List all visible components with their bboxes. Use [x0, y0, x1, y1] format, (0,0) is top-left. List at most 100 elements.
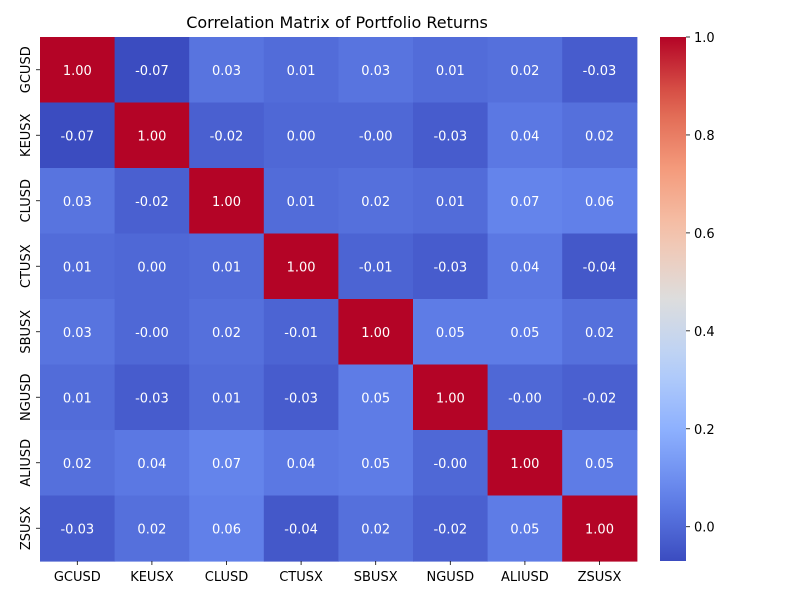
heatmap-cell [487, 233, 563, 300]
x-axis: GCUSD KEUSX CLUSD CTUSX SBUSX NGUSD ALIUSD ZSUS… [54, 561, 622, 585]
cell-value-label: -0.03 [433, 129, 467, 144]
y-tick-label: ALIUSD [19, 439, 34, 487]
heatmap-cell [114, 168, 190, 235]
cell-value-label: 0.06 [212, 522, 241, 537]
cell-value-label: -0.04 [284, 522, 318, 537]
cell-value-label: 0.05 [585, 457, 614, 472]
cell-value-label: 0.02 [63, 457, 92, 472]
y-axis: GCUSD KEUSX CLUSD CTUSX SBUSX NGUSD ALIUSD ZSUS… [19, 46, 40, 550]
heatmap-cell [413, 37, 489, 104]
colorbar-tick-label: 0.2 [694, 423, 715, 438]
cell-value-label: 0.01 [212, 391, 241, 406]
heatmap-cell [189, 37, 265, 104]
cell-value-label: 1.00 [287, 260, 316, 275]
colorbar-gradient [660, 37, 686, 561]
heatmap-cell [189, 299, 265, 366]
cell-value-label: -0.00 [508, 391, 542, 406]
cell-value-label: 0.01 [63, 391, 92, 406]
cell-value-label: -0.01 [284, 326, 318, 341]
heatmap-cell [562, 299, 638, 366]
cell-value-label: 1.00 [510, 457, 539, 472]
heatmap-cell [487, 495, 563, 562]
heatmap-cell [263, 430, 339, 497]
heatmap-cell [189, 102, 265, 169]
cell-value-label: -0.00 [433, 457, 467, 472]
cell-value-label: 0.04 [510, 129, 539, 144]
heatmap-cell [562, 37, 638, 104]
heatmap-cell [562, 495, 638, 562]
cell-value-label: 0.01 [436, 64, 465, 79]
cell-value-label: 1.00 [212, 195, 241, 210]
colorbar-tick-label: 0.8 [694, 129, 715, 144]
heatmap-value-labels: 1.00 -0.07 0.03 0.01 0.03 0.01 0.02 -0.03 -0.07 1… [60, 64, 616, 538]
heatmap-cell [487, 168, 563, 235]
heatmap-cell [487, 299, 563, 366]
heatmap-cell [263, 168, 339, 235]
heatmap-cell [263, 37, 339, 104]
y-tick-label: KEUSX [19, 113, 34, 157]
heatmap-cell [40, 495, 116, 562]
heatmap-cell [413, 495, 489, 562]
heatmap-cell [338, 299, 414, 366]
y-tick-label: GCUSD [19, 46, 34, 93]
cell-value-label: 1.00 [361, 326, 390, 341]
heatmap-cell [114, 430, 190, 497]
heatmap-cell [413, 102, 489, 169]
heatmap-cell [40, 299, 116, 366]
heatmap-cell [562, 430, 638, 497]
x-tick-label: ALIUSD [501, 570, 549, 585]
cell-value-label: -0.07 [135, 64, 169, 79]
chart-title: Correlation Matrix of Portfolio Returns [186, 13, 488, 32]
cell-value-label: -0.03 [583, 64, 617, 79]
cell-value-label: 0.06 [585, 195, 614, 210]
heatmap-cell [338, 168, 414, 235]
colorbar-tick-label: 0.0 [694, 521, 715, 536]
cell-value-label: -0.02 [583, 391, 617, 406]
heatmap-cell [338, 495, 414, 562]
cell-value-label: 0.00 [137, 260, 166, 275]
heatmap-cell [413, 364, 489, 431]
cell-value-label: 0.03 [63, 195, 92, 210]
cell-value-label: 0.04 [137, 457, 166, 472]
heatmap-cell [189, 495, 265, 562]
heatmap-cell [189, 233, 265, 300]
heatmap-cell [189, 430, 265, 497]
cell-value-label: 0.05 [361, 391, 390, 406]
heatmap-cell [114, 233, 190, 300]
heatmap-cell [338, 430, 414, 497]
cell-value-label: 0.01 [436, 195, 465, 210]
cell-value-label: 0.03 [63, 326, 92, 341]
cell-value-label: 0.05 [436, 326, 465, 341]
heatmap-cell [189, 364, 265, 431]
heatmap-cell [40, 102, 116, 169]
heatmap-cell [114, 364, 190, 431]
cell-value-label: -0.03 [135, 391, 169, 406]
heatmap-cell [487, 102, 563, 169]
cell-value-label: 0.07 [510, 195, 539, 210]
cell-value-label: 1.00 [436, 391, 465, 406]
x-tick-label: CLUSD [205, 570, 248, 585]
cell-value-label: 0.00 [287, 129, 316, 144]
heatmap-cell [562, 233, 638, 300]
x-tick-label: SBUSX [354, 570, 398, 585]
y-tick-label: CLUSD [19, 179, 34, 222]
heatmap-cell [189, 168, 265, 235]
cell-value-label: -0.04 [583, 260, 617, 275]
heatmap-cell [114, 495, 190, 562]
heatmap-cell [40, 168, 116, 235]
x-tick-label: GCUSD [54, 570, 101, 585]
cell-value-label: 0.02 [510, 64, 539, 79]
colorbar-tick-label: 0.6 [694, 227, 715, 242]
heatmap-cell [487, 364, 563, 431]
heatmap-cell [562, 364, 638, 431]
heatmap-cell [562, 168, 638, 235]
cell-value-label: 1.00 [137, 129, 166, 144]
cell-value-label: -0.01 [359, 260, 393, 275]
cell-value-label: 0.03 [361, 64, 390, 79]
heatmap-cell [413, 168, 489, 235]
heatmap-cells [40, 37, 638, 562]
y-tick-label: SBUSX [19, 310, 34, 354]
cell-value-label: 0.01 [287, 64, 316, 79]
cell-value-label: 0.02 [361, 195, 390, 210]
